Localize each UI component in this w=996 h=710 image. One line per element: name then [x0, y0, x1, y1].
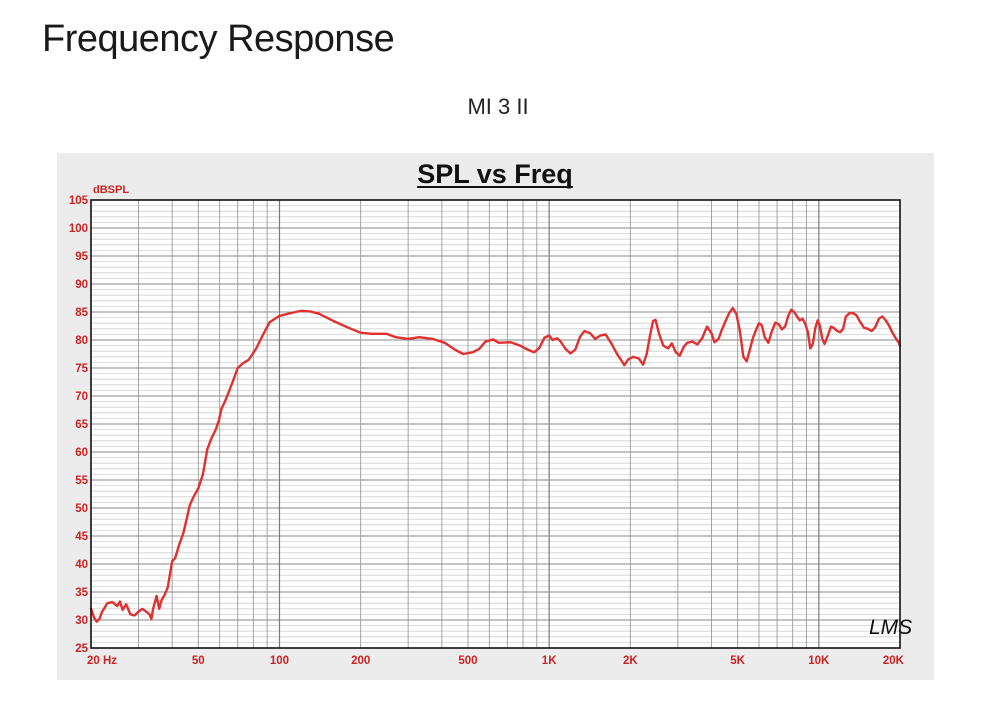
- y-tick-label: 80: [75, 335, 88, 347]
- x-tick-label: 5K: [730, 655, 745, 667]
- plot-frame: [90, 199, 901, 649]
- chart-panel: SPL vs Freq dBSPL 25 30 35 40 45 50 55 60 65 70 75…: [57, 153, 934, 680]
- x-tick-label: 200: [351, 655, 370, 667]
- spl-series-line: [89, 306, 902, 623]
- y-tick-label: 90: [75, 279, 88, 291]
- page-subtitle: MI 3 II: [467, 94, 529, 119]
- x-tick-label: 10K: [808, 655, 830, 667]
- page-title: Frequency Response: [42, 18, 395, 60]
- y-tick-label: 25: [75, 643, 88, 655]
- y-tick-label: 30: [75, 615, 88, 627]
- y-tick-label: 100: [69, 223, 88, 235]
- lms-watermark: LMS: [869, 616, 912, 639]
- chart-title: SPL vs Freq: [417, 159, 573, 189]
- y-tick-label: 65: [75, 419, 88, 431]
- y-tick-label: 50: [75, 503, 88, 515]
- x-tick-label: 1K: [542, 655, 557, 667]
- y-tick-label: 40: [75, 559, 88, 571]
- y-tick-label: 35: [75, 587, 88, 599]
- x-tick-label: 20 Hz: [87, 655, 117, 667]
- y-tick-label: 75: [75, 363, 88, 375]
- y-tick-label: 55: [75, 475, 88, 487]
- y-tick-label: 105: [69, 195, 89, 207]
- x-tick-label: 20K: [883, 655, 905, 667]
- x-tick-label: 500: [458, 655, 477, 667]
- spl-chart: SPL vs Freq dBSPL 25 30 35 40 45 50 55 60 65 70 75…: [69, 159, 912, 667]
- x-tick-label: 2K: [623, 655, 638, 667]
- x-tick-label: 100: [270, 655, 289, 667]
- x-tick-label: 50: [192, 655, 205, 667]
- y-tick-label: 60: [75, 447, 88, 459]
- y-tick-label: 85: [75, 307, 88, 319]
- y-tick-label: 70: [75, 391, 88, 403]
- y-tick-label: 45: [75, 531, 88, 543]
- y-axis-label: dBSPL: [93, 184, 129, 196]
- y-tick-label: 95: [75, 251, 88, 263]
